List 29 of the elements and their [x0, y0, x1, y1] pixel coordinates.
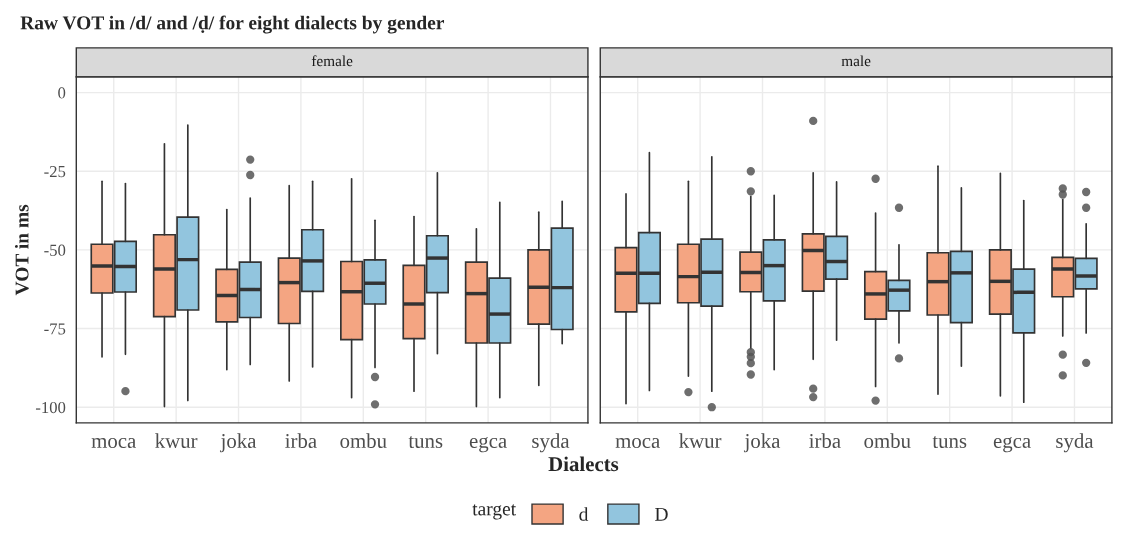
legend-title: target [472, 504, 517, 520]
x-tick-label: kwur [679, 433, 722, 448]
chart-subtitle: male [841, 55, 871, 67]
x-tick-label: joka [219, 433, 257, 453]
x-tick-label: kwur [155, 433, 198, 448]
y-tick-label: -50 [44, 244, 66, 256]
x-tick-label: irba [285, 433, 317, 448]
x-tick-label: egca [469, 437, 507, 453]
y-tick-label: 0 [58, 87, 66, 99]
chart-title: Raw VOT in /d/ and /ḍ/ for eight dialects by gender [20, 15, 445, 34]
x-tick-label: tuns [408, 436, 443, 448]
y-tick-label: -75 [44, 323, 66, 335]
x-tick-label: syda [532, 433, 570, 453]
x-tick-label: egca [993, 437, 1031, 453]
y-tick-label: -100 [35, 401, 66, 414]
chart-subtitle: female [311, 55, 353, 67]
x-tick-label: joka [743, 433, 781, 453]
x-tick-label: syda [1056, 433, 1094, 453]
x-tick-label: moca [91, 437, 136, 448]
x-tick-label: ombu [864, 433, 911, 448]
legend-label: D [655, 507, 668, 521]
x-axis-title: Dialects [548, 456, 619, 472]
x-tick-label: moca [615, 437, 660, 448]
y-axis-title: VOT in ms [14, 204, 29, 296]
legend-label: d [579, 507, 589, 521]
x-tick-label: tuns [932, 436, 967, 448]
x-tick-label: ombu [340, 433, 387, 448]
x-tick-label: irba [809, 433, 841, 448]
y-tick-label: -25 [44, 165, 66, 178]
